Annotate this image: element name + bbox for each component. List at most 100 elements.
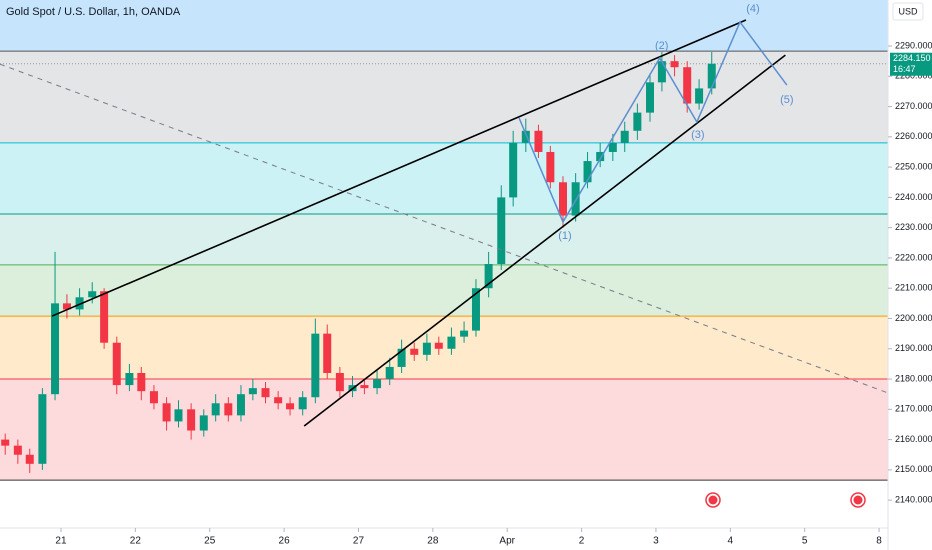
y-tick-label: 2180.000	[895, 373, 932, 383]
candle-body	[75, 297, 84, 310]
candle-body	[521, 130, 530, 143]
last-price-label: 2284.150	[893, 53, 931, 63]
candle-body	[25, 454, 34, 464]
y-tick-label: 2210.000	[895, 283, 932, 293]
candle-body	[509, 142, 518, 198]
trendline	[0, 63, 889, 394]
candle-body	[125, 372, 134, 386]
candle-body	[13, 445, 22, 455]
zone	[0, 0, 888, 52]
wave-label: (5)	[780, 94, 793, 106]
candle-body	[274, 397, 283, 404]
candle-body	[534, 130, 543, 152]
wave-label: (3)	[691, 129, 704, 141]
x-tick-label: 2	[579, 536, 585, 547]
last-price-tag	[890, 52, 932, 76]
y-tick-label: 2190.000	[895, 343, 932, 353]
candle-body	[497, 197, 506, 264]
x-tick-label: 4	[728, 536, 734, 547]
candle-body	[1, 439, 10, 446]
y-tick-label: 2140.000	[895, 495, 932, 505]
candle-body	[707, 63, 716, 89]
y-tick-label: 2200.000	[895, 313, 932, 323]
candle-body	[360, 385, 369, 389]
event-flag[interactable]	[850, 492, 866, 508]
candle-body	[174, 409, 183, 422]
candle-body	[633, 112, 642, 131]
candle-body	[397, 348, 406, 367]
candle-body	[199, 415, 208, 431]
y-tick-label: 2230.000	[895, 222, 932, 232]
candle-body	[373, 379, 382, 389]
candle-body	[670, 61, 679, 68]
candle-body	[460, 330, 469, 337]
candle-body	[149, 391, 158, 404]
candle-body	[62, 303, 71, 310]
y-tick-label: 2240.000	[895, 192, 932, 202]
candle-body	[236, 394, 245, 416]
candle-body	[100, 291, 109, 343]
candle-body	[484, 264, 493, 289]
candle-body	[683, 67, 692, 104]
candle-body	[38, 394, 47, 464]
y-tick-label: 2220.000	[895, 252, 932, 262]
y-tick-label: 2160.000	[895, 434, 932, 444]
candle-body	[385, 366, 394, 380]
trendline	[51, 19, 747, 317]
candle-body	[323, 333, 332, 373]
candle-body	[695, 88, 704, 104]
x-tick-label: 26	[279, 536, 291, 547]
candle-body	[558, 182, 567, 216]
candle-body	[51, 303, 60, 395]
trendline	[303, 54, 786, 427]
candle-body	[571, 182, 580, 216]
x-tick-label: 22	[130, 536, 142, 547]
candle-body	[335, 372, 344, 392]
candle-body	[311, 333, 320, 398]
y-tick-label: 2170.000	[895, 404, 932, 414]
plot-area: (1) (2) (3) (4) (5)	[0, 0, 889, 481]
candle-body	[620, 130, 629, 143]
zone	[0, 316, 888, 380]
candle-body	[583, 161, 592, 183]
zone	[0, 51, 888, 143]
axes: 2140.000 2150.000 2160.000 2170.000 2180.000…	[55, 40, 932, 547]
candle-body	[546, 151, 555, 183]
candle-body	[422, 342, 431, 355]
y-tick-label: 2150.000	[895, 464, 932, 474]
candle-body	[657, 61, 666, 83]
chart-title: Gold Spot / U.S. Dollar, 1h, OANDA	[6, 6, 181, 18]
candle-body	[248, 388, 257, 395]
x-tick-label: 3	[653, 536, 659, 547]
y-tick-label: 2290.000	[895, 40, 932, 50]
zone	[0, 142, 888, 215]
price-axis-panel	[888, 0, 932, 550]
time-axis-panel	[0, 528, 932, 550]
candle-body	[434, 342, 443, 349]
candle-body	[608, 142, 617, 152]
wave-label: (4)	[746, 3, 759, 15]
zone	[0, 214, 888, 265]
x-tick-label: 5	[802, 536, 808, 547]
zone	[0, 264, 888, 317]
countdown: 16:47	[893, 64, 916, 74]
candle-body	[646, 82, 655, 113]
wave-label: (1)	[558, 230, 571, 242]
candle-body	[410, 348, 419, 355]
currency-box[interactable]	[892, 2, 924, 21]
wave-label: (2)	[655, 40, 668, 52]
x-tick-label: 28	[427, 536, 439, 547]
y-tick-label: 2260.000	[895, 131, 932, 141]
candle-body	[187, 409, 196, 431]
event-flag[interactable]	[705, 492, 721, 508]
candle-body	[137, 372, 146, 392]
x-tick-label: Apr	[499, 536, 515, 547]
currency[interactable]: USD	[898, 6, 918, 16]
candle-body	[596, 151, 605, 162]
candle-body	[162, 403, 171, 422]
x-tick-label: 27	[353, 536, 365, 547]
candle-body	[471, 288, 480, 331]
wave-path	[518, 20, 788, 224]
candle-body	[224, 403, 233, 416]
